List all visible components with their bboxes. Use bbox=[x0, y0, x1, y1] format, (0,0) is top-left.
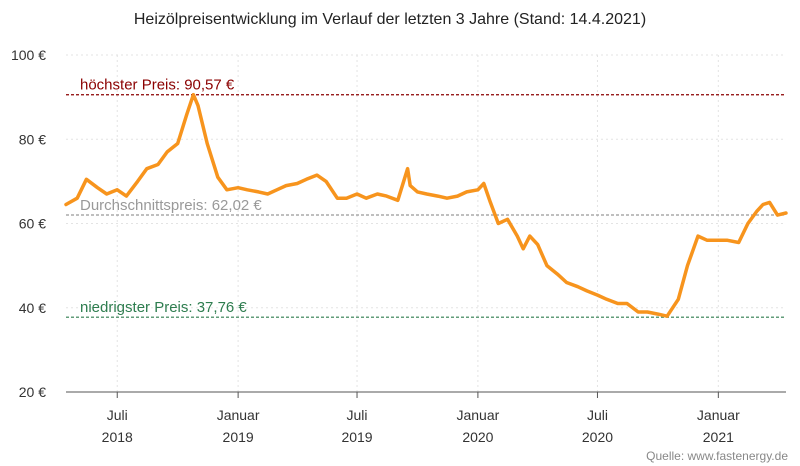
reference-line-label: Durchschnittspreis: 62,02 € bbox=[80, 197, 262, 214]
x-tick-label-year: 2020 bbox=[462, 429, 493, 445]
x-tick-label-year: 2019 bbox=[223, 429, 254, 445]
x-tick-label: Januar bbox=[697, 407, 740, 423]
x-tick-label: Juli bbox=[107, 407, 128, 423]
x-tick-label-year: 2019 bbox=[341, 429, 372, 445]
reference-line-label: höchster Preis: 90,57 € bbox=[80, 77, 235, 94]
chart-title: Heizölpreisentwicklung im Verlauf der le… bbox=[134, 11, 646, 28]
reference-line-label: niedrigster Preis: 37,76 € bbox=[80, 299, 247, 316]
x-tick-label-year: 2020 bbox=[582, 429, 613, 445]
y-tick-label: 60 € bbox=[19, 216, 46, 232]
series-layer bbox=[64, 92, 788, 318]
y-tick-label: 80 € bbox=[19, 131, 46, 147]
grid bbox=[66, 54, 786, 392]
x-axis: Juli 2018 Januar 2019 Juli 2019 Januar 2020 Juli… bbox=[102, 392, 740, 445]
reference-lines: höchster Preis: 90,57 € Durchschnittsprei… bbox=[66, 77, 786, 318]
x-tick-label: Januar bbox=[456, 407, 499, 423]
x-tick-label-year: 2018 bbox=[102, 429, 133, 445]
y-tick-label: 100 € bbox=[11, 47, 46, 63]
x-tick-label-year: 2021 bbox=[703, 429, 734, 445]
source-note: Quelle: www.fastenergy.de bbox=[646, 449, 788, 463]
y-tick-label: 40 € bbox=[19, 300, 46, 316]
x-tick-label: Juli bbox=[347, 407, 368, 423]
x-tick-label: Januar bbox=[217, 407, 260, 423]
y-axis: 20 € 40 € 60 € 80 € 100 € bbox=[11, 47, 46, 400]
y-tick-label: 20 € bbox=[19, 384, 46, 400]
x-tick-label: Juli bbox=[587, 407, 608, 423]
price-series-line bbox=[64, 92, 788, 318]
